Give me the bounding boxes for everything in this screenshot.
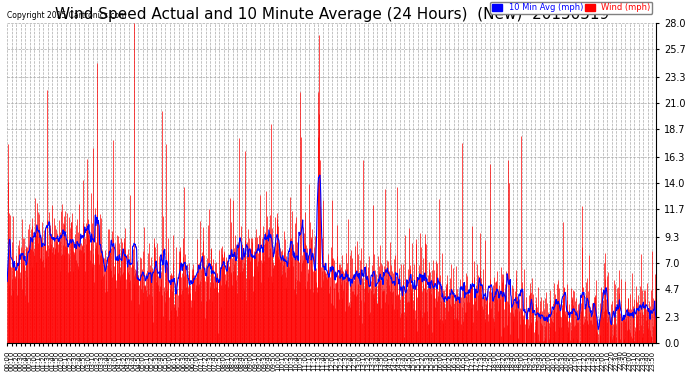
Text: Copyright 2015 Cartronics.com: Copyright 2015 Cartronics.com bbox=[7, 11, 127, 20]
Legend: 10 Min Avg (mph), Wind (mph): 10 Min Avg (mph), Wind (mph) bbox=[491, 2, 652, 14]
Title: Wind Speed Actual and 10 Minute Average (24 Hours)  (New)  20150519: Wind Speed Actual and 10 Minute Average … bbox=[55, 7, 609, 22]
